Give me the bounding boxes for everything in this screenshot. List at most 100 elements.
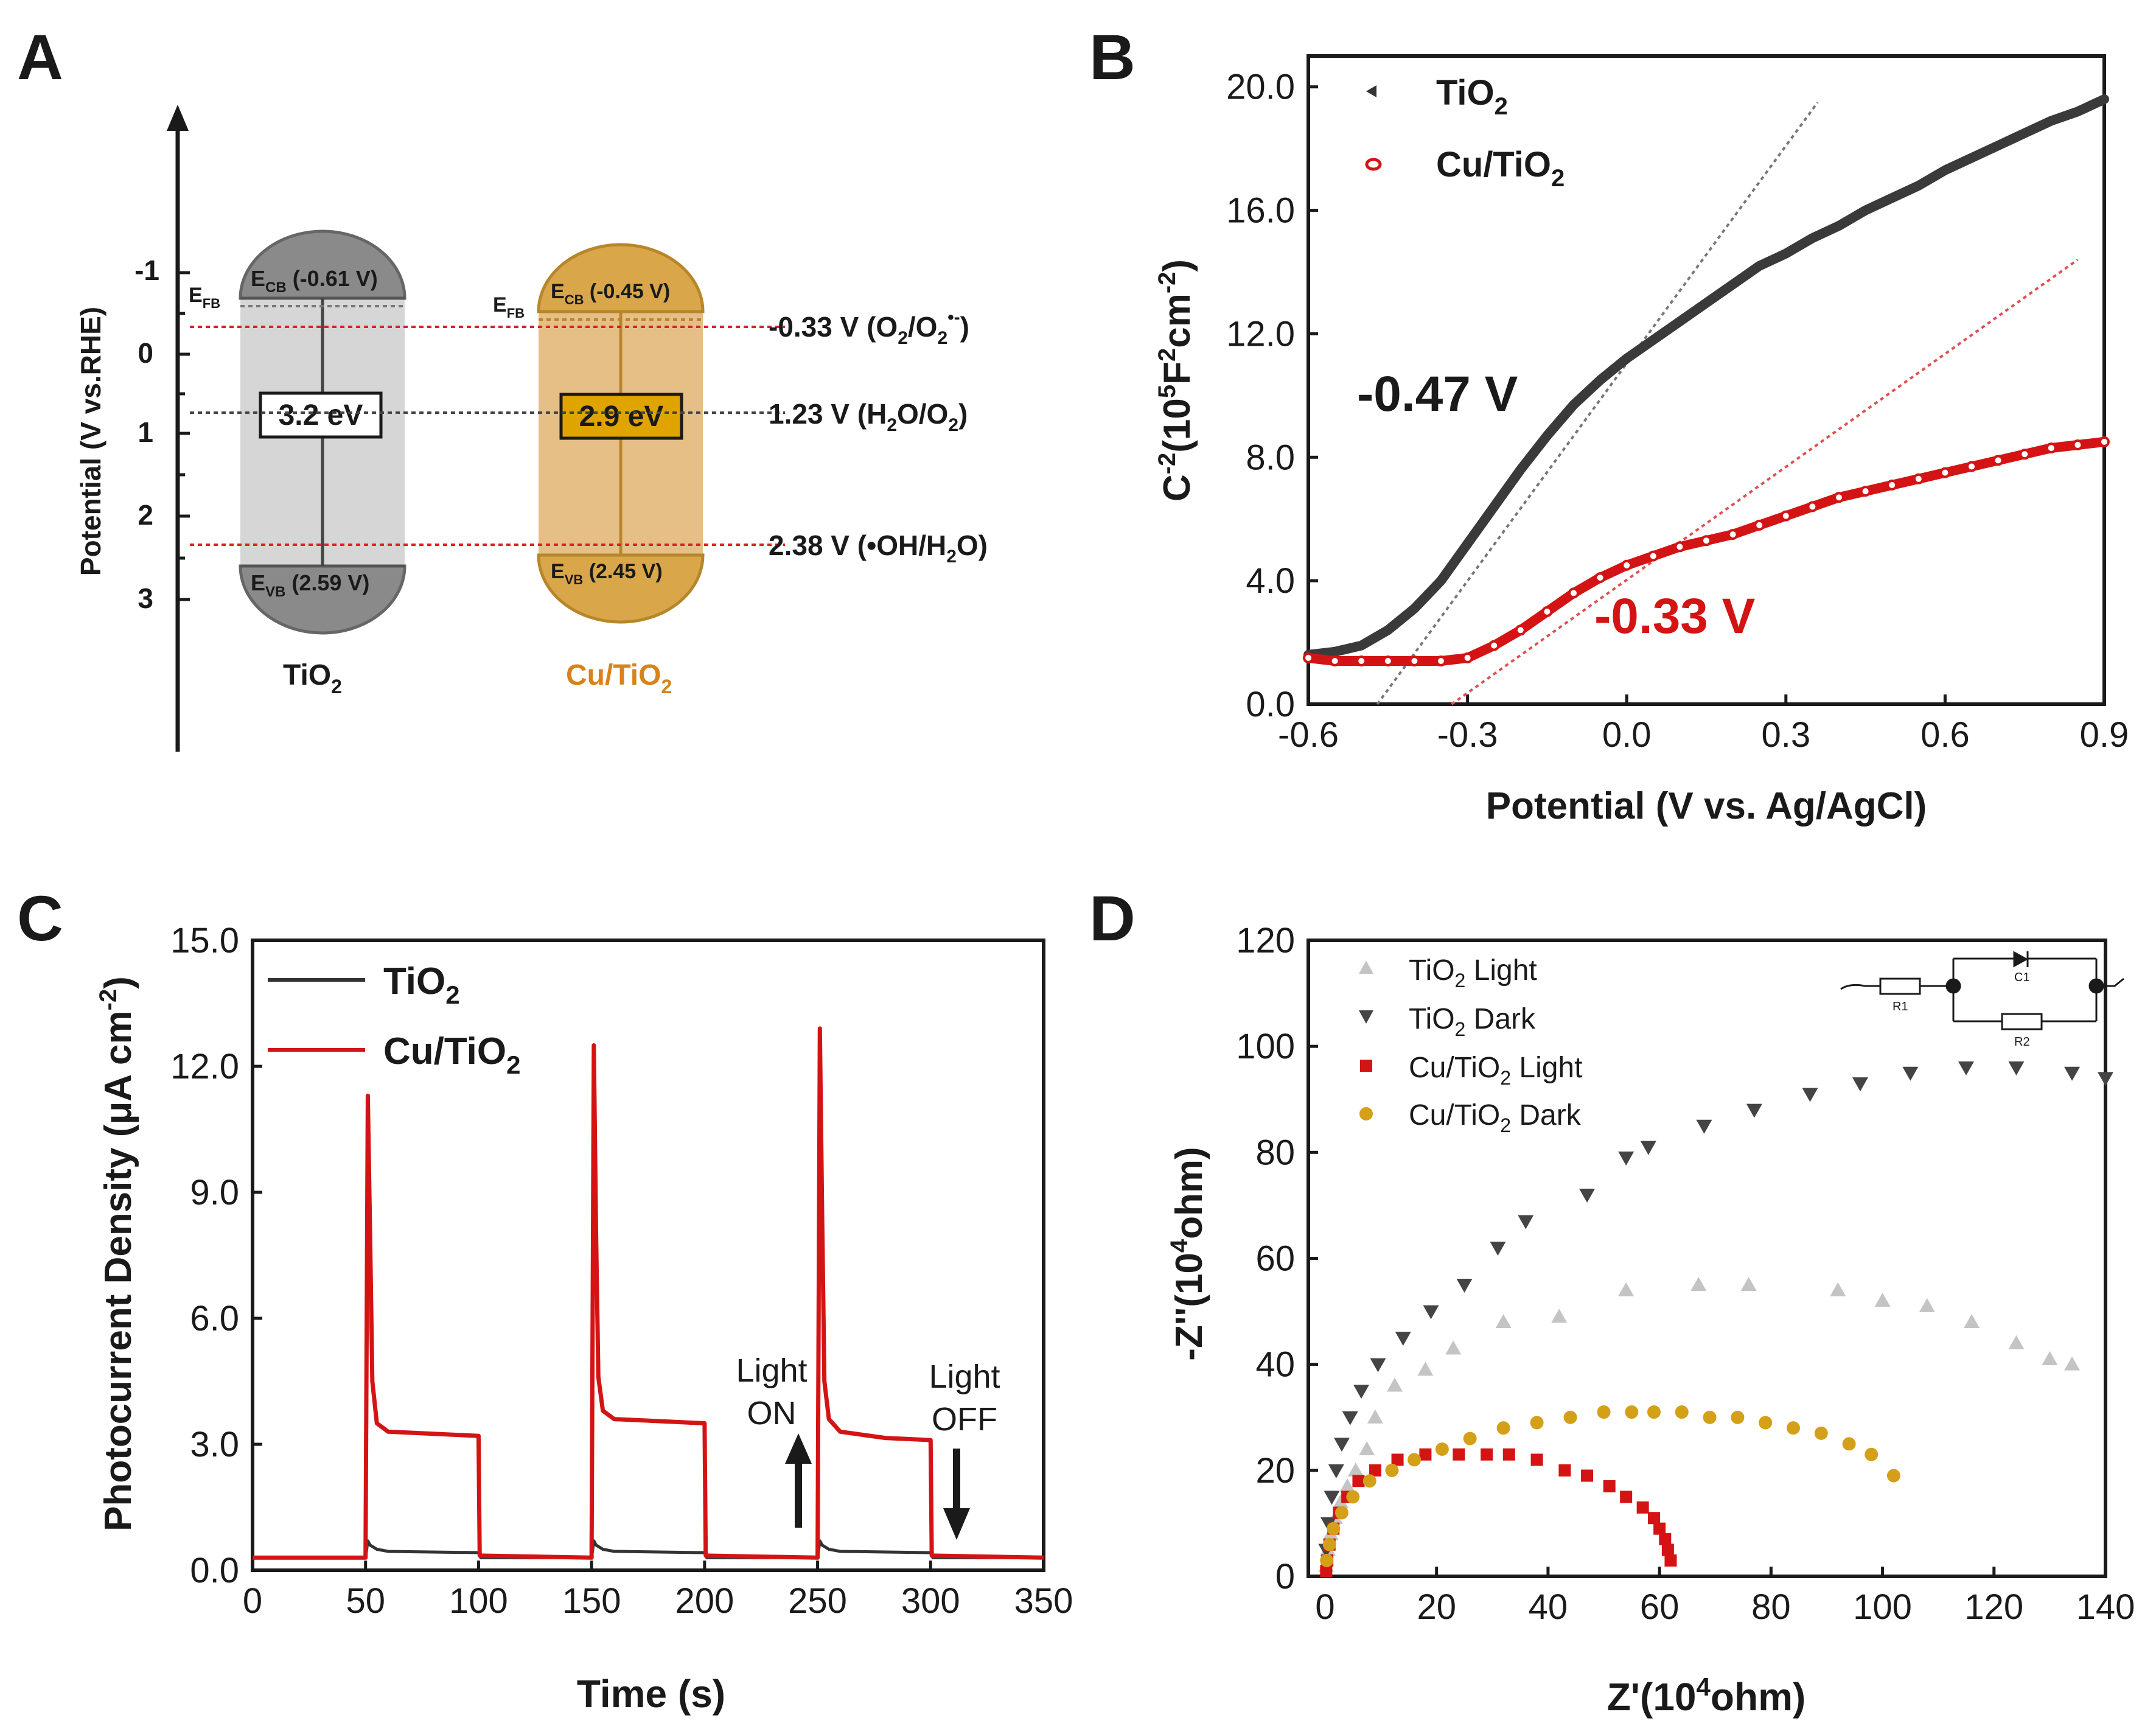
data-point	[1640, 1141, 1656, 1155]
data-point	[1807, 501, 1818, 512]
data-point	[1558, 1464, 1571, 1477]
data-point	[1417, 1362, 1434, 1376]
data-point	[1780, 510, 1791, 522]
equivalent-circuit-inset	[1840, 951, 2124, 1030]
data-point	[1661, 1543, 1674, 1556]
data-point	[2008, 1061, 2025, 1075]
cu-tio2-gap-label: 2.9 eV	[579, 400, 664, 433]
cu-tio2-name-label: Cu/TiO2	[566, 659, 672, 697]
data-point	[1597, 1405, 1611, 1419]
data-point	[1423, 1305, 1439, 1320]
data-point	[1330, 647, 1339, 656]
data-point	[1563, 1410, 1577, 1424]
light-on-label: ON	[747, 1395, 797, 1432]
data-point	[1888, 194, 1897, 203]
cu-tio2-band-diagram: 2.9 eV ECB (-0.45 V) EVB (2.45 V) EFB Cu…	[493, 243, 705, 697]
data-point	[1391, 1453, 1404, 1466]
inset-label-c1: C1	[2014, 971, 2030, 984]
level-label-h2o: 1.23 V (H2O/O2)	[769, 398, 968, 435]
legend-label-tio2-dark: TiO2 Dark	[1409, 1003, 1536, 1040]
legend-marker-cu-tio2-dark	[1359, 1107, 1373, 1120]
x-tick-label: 120	[1964, 1587, 2023, 1627]
panel-a-letter: A	[17, 22, 63, 93]
data-point	[1551, 1309, 1568, 1323]
data-point	[1370, 1358, 1386, 1372]
data-point	[1329, 655, 1341, 666]
legend-label-cu-tio2: Cu/TiO2	[1436, 145, 1565, 192]
data-point	[1367, 1409, 1383, 1424]
y-tick-label: 60	[1255, 1239, 1295, 1279]
cu-tio2-ecb-label: ECB (-0.45 V)	[551, 280, 670, 307]
data-point	[1754, 519, 1765, 531]
x-tick-label: 40	[1529, 1587, 1568, 1627]
data-point	[1496, 1421, 1510, 1435]
data-point	[1941, 166, 1950, 175]
legend-marker-tio2	[1366, 85, 1376, 97]
y-tick-label: 3.0	[190, 1425, 239, 1464]
data-point	[1395, 1332, 1411, 1346]
data-point	[1696, 1119, 1712, 1134]
legend-marker-cu-tio2-light	[1360, 1060, 1372, 1072]
x-tick-label: 140	[2076, 1587, 2135, 1627]
panel-a-tick-label: 1	[138, 416, 153, 448]
panel-a: A -1 0 1 2 3 Potential (V vs.RHE)	[17, 22, 988, 752]
data-point	[1568, 587, 1579, 599]
data-point	[1488, 640, 1500, 651]
x-tick-label: -0.3	[1437, 715, 1498, 755]
light-off-label: OFF	[932, 1401, 997, 1438]
legend-marker-tio2-light	[1359, 960, 1373, 974]
data-point	[1495, 1314, 1512, 1328]
data-point	[1462, 652, 1473, 663]
data-point	[1463, 1432, 1477, 1446]
x-tick-label: 60	[1640, 1587, 1680, 1627]
data-point	[1886, 1469, 1900, 1483]
data-point	[1320, 1553, 1334, 1567]
x-tick-label: -0.6	[1278, 715, 1339, 755]
data-point	[1502, 1448, 1515, 1461]
x-tick-label: 50	[346, 1581, 385, 1621]
data-point	[2046, 116, 2056, 125]
x-tick-label: 20	[1417, 1587, 1456, 1627]
panel-b-frame	[1307, 54, 2106, 706]
panel-c-letter: C	[17, 883, 63, 954]
panel-d-xlabel: Z'(104ohm)	[1607, 1673, 1806, 1719]
data-point	[1703, 1410, 1717, 1424]
data-point	[1342, 1411, 1358, 1425]
data-point	[1603, 1480, 1616, 1492]
data-point	[1939, 467, 1951, 478]
tio2-evb-label: EVB (2.59 V)	[251, 570, 369, 600]
data-point	[1303, 652, 1314, 663]
data-point	[1409, 655, 1420, 666]
light-off-arrowhead	[943, 1508, 970, 1540]
cu-tio2-evb-label: EVB (2.45 V)	[551, 560, 663, 587]
data-point	[1386, 1377, 1403, 1392]
x-tick-label: 0.6	[1921, 715, 1970, 755]
x-tick-label: 80	[1751, 1587, 1791, 1627]
series-line	[253, 1539, 1044, 1559]
data-point	[1874, 1293, 1891, 1307]
y-tick-label: 4.0	[1246, 561, 1295, 601]
data-point	[1702, 298, 1711, 307]
data-point	[1328, 1464, 1344, 1478]
data-point	[1383, 626, 1392, 635]
data-point	[1802, 1088, 1818, 1102]
data-point	[1675, 317, 1684, 326]
panel-a-tick-label: 3	[138, 582, 153, 614]
data-point	[1814, 1426, 1828, 1440]
y-tick-label: 12.0	[1226, 314, 1295, 354]
y-tick-label: 80	[1255, 1133, 1295, 1172]
tio2-band-diagram: 3.2 eV ECB (-0.61 V) EVB (2.59 V) EFB Ti…	[189, 229, 406, 697]
data-point	[1356, 655, 1367, 666]
data-point	[1516, 465, 1525, 474]
data-point	[1861, 206, 1870, 215]
data-point	[1622, 354, 1631, 363]
data-point	[1902, 1066, 1919, 1081]
data-point	[1648, 335, 1658, 344]
series-line	[253, 1026, 1044, 1560]
data-point	[1621, 559, 1633, 571]
data-point	[1515, 624, 1526, 636]
data-point	[1659, 1533, 1672, 1546]
data-point	[1530, 1453, 1543, 1466]
inset-label-r2: R2	[2014, 1035, 2030, 1049]
data-point	[1579, 1189, 1596, 1203]
